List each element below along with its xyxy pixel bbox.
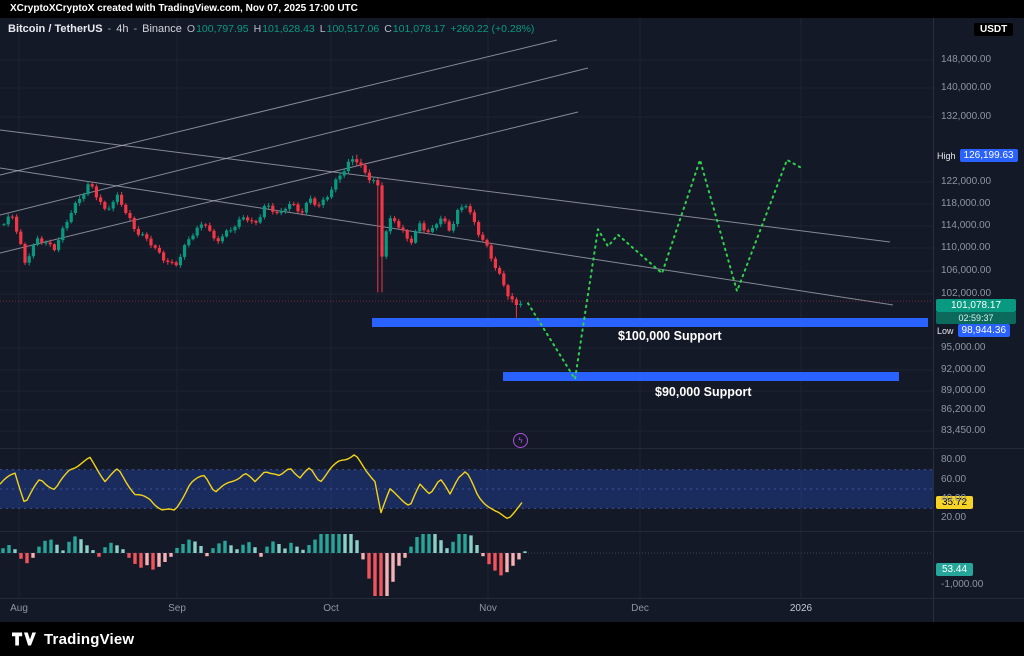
ohlc-high: H 101,628.43 [254, 23, 315, 35]
axis-tick-label: -1,000.00 [941, 579, 984, 590]
support-100k-label[interactable]: $100,000 Support [618, 329, 722, 343]
pane-separator [0, 598, 1024, 599]
countdown-badge: 02:59:37 [936, 312, 1016, 324]
support-zones[interactable] [372, 318, 928, 381]
low-marker-label: Low [937, 325, 954, 336]
exchange-label: Binance [142, 23, 182, 35]
open-label: O [186, 23, 196, 35]
low-marker-row: Low 98,944.36 [937, 324, 1011, 337]
time-tick-label: Aug [10, 603, 28, 614]
ohlc-open: O 100,797.95 [187, 23, 249, 35]
price-chart-canvas[interactable] [0, 18, 933, 622]
rsi-line [0, 454, 523, 519]
tradingview-icon [12, 632, 36, 646]
open-value: 100,797.95 [196, 23, 249, 35]
time-tick-label: Sep [168, 603, 186, 614]
trendline-drawings[interactable] [0, 39, 894, 306]
axis-tick-label: 118,000.00 [941, 198, 991, 209]
tradingview-logo[interactable]: TradingView [12, 622, 134, 656]
close-value: 101,078.17 [392, 23, 446, 35]
high-marker-row: High 126,199.63 [937, 149, 1018, 162]
axis-tick-label: 110,000.00 [941, 242, 991, 253]
ohlc-close: C 101,078.17 [384, 23, 445, 35]
axis-tick-label: 83,450.00 [941, 425, 986, 436]
low-value: 100,517.06 [326, 23, 380, 35]
high-marker-label: High [937, 150, 956, 161]
axis-tick-label: 89,000.00 [941, 385, 986, 396]
axis-tick-label: 140,000.00 [941, 82, 992, 93]
symbol-title[interactable]: Bitcoin / TetherUS [8, 23, 103, 35]
axis-tick-label: 102,000.00 [941, 288, 992, 299]
axis-tick-label: 80.00 [941, 454, 967, 465]
axis-tick-label: 95,000.00 [941, 342, 986, 353]
axis-tick-label: 132,000.00 [941, 111, 992, 122]
macd-value-badge: 53.44 [936, 563, 974, 576]
macd-histogram [0, 534, 933, 596]
low-marker-badge: 98,944.36 [957, 324, 1011, 337]
time-axis[interactable]: Aug Sep Oct Nov Dec 2026 [0, 599, 933, 622]
legend-separator: - [133, 23, 138, 35]
axis-tick-label: 92,000.00 [941, 364, 986, 375]
axis-tick-label: 86,200.00 [941, 404, 986, 415]
time-tick-label: Dec [631, 603, 649, 614]
high-label: H [253, 23, 262, 35]
low-label: L [319, 23, 326, 35]
attribution-bar: XCryptoXCryptoX created with TradingView… [0, 0, 1024, 18]
high-marker-badge: 126,199.63 [959, 149, 1018, 162]
rsi-value-badge: 35.72 [936, 496, 974, 509]
legend-separator: - [107, 23, 112, 35]
change-label: +260.22 (+0.28%) [450, 23, 535, 35]
axis-tick-label: 106,000.00 [941, 265, 992, 276]
chart-legend: Bitcoin / TetherUS - 4h - Binance O 100,7… [8, 23, 534, 35]
high-value: 101,628.43 [262, 23, 315, 35]
projection-path[interactable] [527, 158, 801, 381]
rsi-band [0, 469, 933, 509]
last-price-badge: 101,078.17 [936, 299, 1016, 312]
interval-label[interactable]: 4h [116, 23, 129, 35]
axis-tick-label: 60.00 [941, 474, 967, 485]
axis-tick-label: 148,000.00 [941, 54, 992, 65]
ohlc-low: L 100,517.06 [320, 23, 379, 35]
time-tick-label: 2026 [789, 603, 813, 614]
price-axis[interactable]: USDT High 126,199.63 101,078.17 02:59:37… [933, 18, 1024, 622]
support-90k-label[interactable]: $90,000 Support [655, 385, 752, 399]
chart-area: Bitcoin / TetherUS - 4h - Binance O 100,7… [0, 18, 1024, 622]
axis-tick-label: 122,000.00 [941, 176, 992, 187]
axis-tick-label: 40.00 [941, 493, 967, 504]
axis-tick-label: 114,000.00 [941, 220, 991, 231]
footer-bar: TradingView [0, 622, 1024, 656]
chart-event-icon[interactable]: ϟ [513, 433, 528, 448]
tradingview-wordmark: TradingView [44, 630, 135, 648]
currency-badge: USDT [974, 23, 1014, 36]
axis-tick-label: 20.00 [941, 512, 967, 523]
time-tick-label: Oct [323, 603, 339, 614]
pane-separator[interactable] [0, 448, 1024, 449]
pane-separator[interactable] [0, 531, 1024, 532]
candlesticks [2, 154, 523, 318]
close-label: C [384, 23, 392, 35]
grid-lines [0, 18, 933, 598]
time-tick-label: Nov [479, 603, 497, 614]
